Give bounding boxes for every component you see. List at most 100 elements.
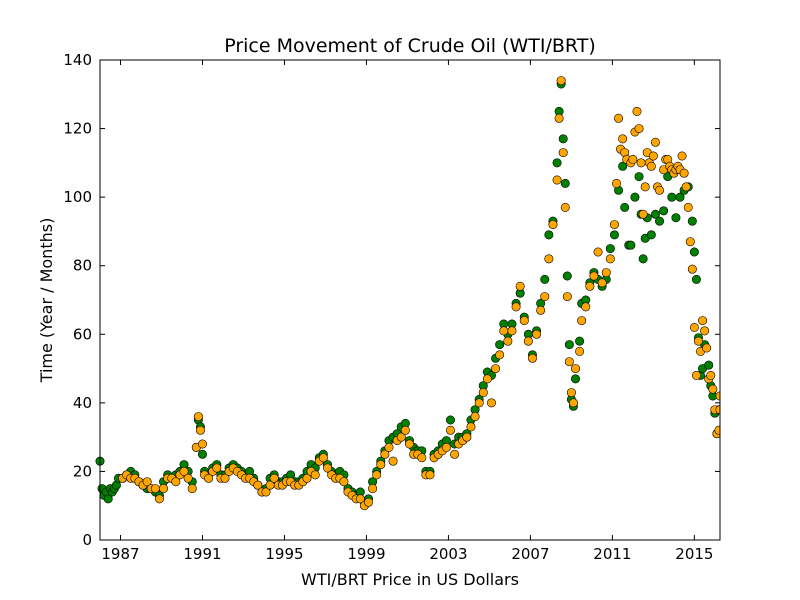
axes-frame xyxy=(99,59,721,541)
data-point xyxy=(495,350,505,360)
data-point xyxy=(310,470,320,480)
x-tick-label: 2011 xyxy=(593,545,631,563)
data-point xyxy=(197,439,207,449)
data-point xyxy=(675,192,685,202)
data-point xyxy=(159,484,169,494)
x-tick-label: 2003 xyxy=(429,545,467,563)
data-point xyxy=(570,364,580,374)
data-point xyxy=(601,268,611,278)
data-point xyxy=(425,470,435,480)
data-point xyxy=(577,316,587,326)
data-point xyxy=(640,182,650,192)
y-tick-label: 80 xyxy=(73,257,92,275)
data-point xyxy=(655,216,665,226)
plot-area xyxy=(100,60,720,540)
data-point xyxy=(519,316,529,326)
data-point xyxy=(564,340,574,350)
data-point xyxy=(478,388,488,398)
x-tick-label: 1999 xyxy=(347,545,385,563)
data-point xyxy=(634,172,644,182)
data-point xyxy=(683,202,693,212)
data-point xyxy=(363,497,373,507)
data-point xyxy=(628,154,638,164)
data-point xyxy=(562,271,572,281)
y-axis-label: Time (Year / Months) xyxy=(37,218,56,384)
data-point xyxy=(474,398,484,408)
data-point xyxy=(503,336,513,346)
data-point xyxy=(400,425,410,435)
data-point xyxy=(687,264,697,274)
data-point xyxy=(570,374,580,384)
data-point xyxy=(611,178,621,188)
data-point xyxy=(339,477,349,487)
data-point xyxy=(614,113,624,123)
data-point xyxy=(388,456,398,466)
data-point xyxy=(470,412,480,422)
data-point xyxy=(515,281,525,291)
data-point xyxy=(681,182,691,192)
data-point xyxy=(575,336,585,346)
data-point xyxy=(171,477,181,487)
data-point xyxy=(626,240,636,250)
data-point xyxy=(404,439,414,449)
data-point xyxy=(634,124,644,134)
y-tick-label: 60 xyxy=(73,325,92,343)
x-tick-label: 1991 xyxy=(183,545,221,563)
data-point xyxy=(593,247,603,257)
data-point xyxy=(618,134,628,144)
data-point xyxy=(585,281,595,291)
data-point xyxy=(220,473,230,483)
data-point xyxy=(552,175,562,185)
data-point xyxy=(605,254,615,264)
data-point xyxy=(609,220,619,230)
data-point xyxy=(495,340,505,350)
y-tick-label: 0 xyxy=(82,531,92,549)
data-point xyxy=(650,137,660,147)
data-point xyxy=(560,202,570,212)
data-point xyxy=(368,484,378,494)
data-point xyxy=(558,134,568,144)
data-point xyxy=(632,106,642,116)
data-point xyxy=(142,477,152,487)
data-point xyxy=(659,206,669,216)
data-point xyxy=(566,388,576,398)
chart-title: Price Movement of Crude Oil (WTI/BRT) xyxy=(224,35,596,57)
data-point xyxy=(646,230,656,240)
data-point xyxy=(511,302,521,312)
data-point xyxy=(597,278,607,288)
data-point xyxy=(589,271,599,281)
data-point xyxy=(532,329,542,339)
data-point xyxy=(687,216,697,226)
data-point xyxy=(700,326,710,336)
data-point xyxy=(540,274,550,284)
data-point xyxy=(562,292,572,302)
data-point xyxy=(650,209,660,219)
data-point xyxy=(318,453,328,463)
data-point xyxy=(548,220,558,230)
data-point xyxy=(450,449,460,459)
data-point xyxy=(693,336,703,346)
data-point xyxy=(441,442,451,452)
data-point xyxy=(302,473,312,483)
data-point xyxy=(527,353,537,363)
data-point xyxy=(103,494,113,504)
x-tick-label: 1995 xyxy=(265,545,303,563)
data-point xyxy=(708,384,718,394)
data-point xyxy=(204,473,214,483)
data-point xyxy=(564,357,574,367)
data-point xyxy=(556,76,566,86)
data-point xyxy=(486,398,496,408)
x-tick-label: 2007 xyxy=(511,545,549,563)
data-point xyxy=(618,161,628,171)
data-point xyxy=(507,326,517,336)
data-point xyxy=(396,432,406,442)
data-point xyxy=(655,185,665,195)
data-point xyxy=(646,161,656,171)
data-point xyxy=(195,425,205,435)
x-tick-label: 1987 xyxy=(101,545,139,563)
y-tick-label: 40 xyxy=(73,394,92,412)
data-point xyxy=(212,463,222,473)
data-point xyxy=(544,230,554,240)
data-point xyxy=(372,470,382,480)
data-point xyxy=(568,398,578,408)
